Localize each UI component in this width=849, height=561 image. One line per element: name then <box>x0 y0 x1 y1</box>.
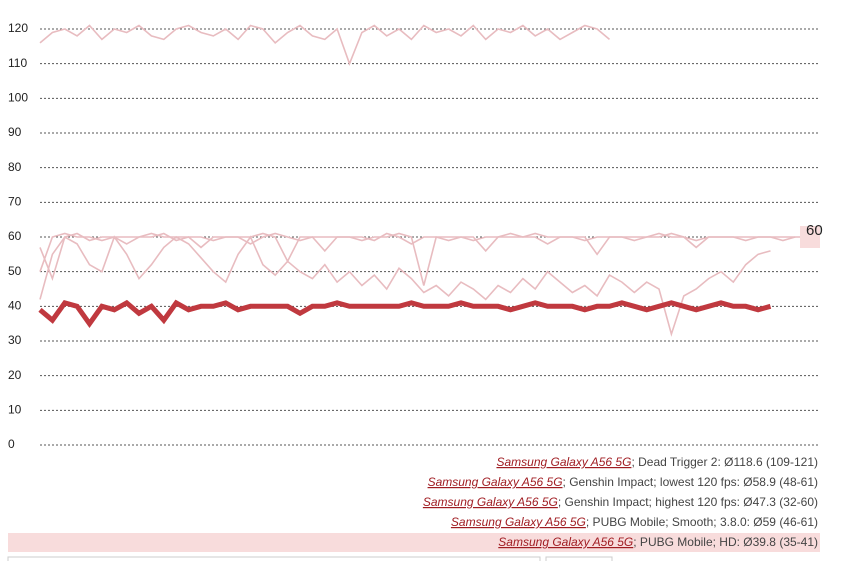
legend-label: ; PUBG Mobile; Smooth; 3.8.0: Ø59 (46-61… <box>586 515 818 529</box>
series-line <box>39 232 796 282</box>
input-box[interactable] <box>545 556 613 561</box>
series-line <box>39 235 771 337</box>
series-line <box>39 24 611 66</box>
legend-label: ; Genshin Impact; lowest 120 fps: Ø58.9 … <box>563 475 818 489</box>
y-tick-label: 20 <box>8 368 22 382</box>
y-tick-label: 120 <box>8 21 28 35</box>
legend-entry: Samsung Galaxy A56 5G; Genshin Impact; l… <box>428 475 818 489</box>
input-box[interactable] <box>7 556 541 561</box>
y-tick-label: 70 <box>8 195 22 209</box>
legend-device-link[interactable]: Samsung Galaxy A56 5G <box>428 475 563 489</box>
y-tick-label: 30 <box>8 333 22 347</box>
legend-entry: Samsung Galaxy A56 5G; PUBG Mobile; HD: … <box>498 535 818 549</box>
legend-highlight <box>8 533 820 552</box>
hover-label: 60 <box>806 222 823 239</box>
y-tick-label: 80 <box>8 160 22 174</box>
y-tick-label: 50 <box>8 264 22 278</box>
y-tick-label: 40 <box>8 299 22 313</box>
series-line <box>39 232 820 286</box>
legend-entry: Samsung Galaxy A56 5G; PUBG Mobile; Smoo… <box>451 515 818 529</box>
y-tick-label: 90 <box>8 125 22 139</box>
legend-device-link[interactable]: Samsung Galaxy A56 5G <box>423 495 558 509</box>
y-tick-label: 100 <box>8 91 28 105</box>
legend-entry: Samsung Galaxy A56 5G; Genshin Impact; h… <box>423 495 818 509</box>
series-line <box>38 299 772 329</box>
legend-entry: Samsung Galaxy A56 5G; Dead Trigger 2: Ø… <box>496 455 818 469</box>
y-tick-label: 60 <box>8 229 22 243</box>
legend-label: ; Genshin Impact; highest 120 fps: Ø47.3… <box>558 495 818 509</box>
legend-label: ; PUBG Mobile; HD: Ø39.8 (35-41) <box>633 535 818 549</box>
legend-device-link[interactable]: Samsung Galaxy A56 5G <box>498 535 633 549</box>
legend-device-link[interactable]: Samsung Galaxy A56 5G <box>496 455 631 469</box>
y-tick-label: 10 <box>8 403 22 417</box>
y-tick-label: 0 <box>8 437 15 451</box>
legend-device-link[interactable]: Samsung Galaxy A56 5G <box>451 515 586 529</box>
legend-label: ; Dead Trigger 2: Ø118.6 (109-121) <box>631 455 818 469</box>
y-tick-label: 110 <box>8 56 27 70</box>
hover-label-bg <box>800 226 820 248</box>
